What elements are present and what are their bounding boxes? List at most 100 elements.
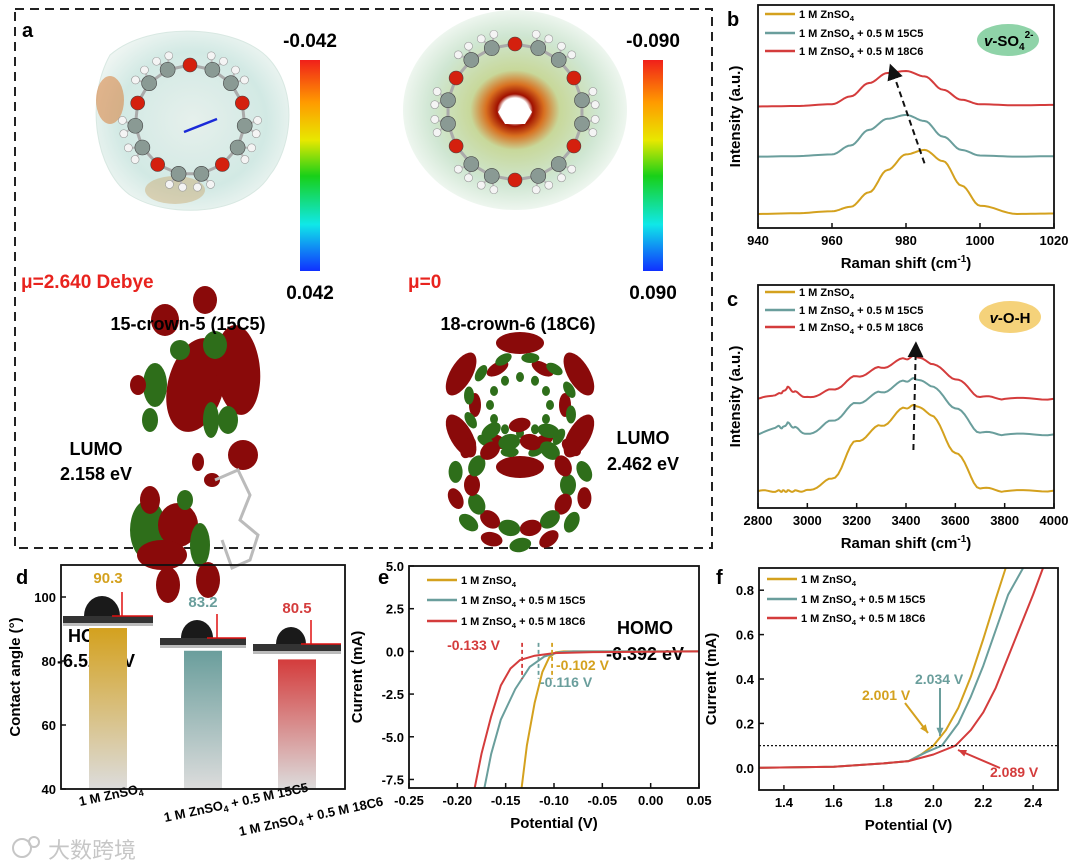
lumo-orbital-15c5 bbox=[130, 286, 261, 471]
hydrogen-atom bbox=[557, 41, 566, 51]
x-axis-label-text: ) bbox=[966, 535, 971, 552]
legend-text: 1 M ZnSO bbox=[461, 595, 512, 607]
legend-text: + 0.5 M 15C5 bbox=[854, 28, 923, 40]
orbital-lobe-negative bbox=[448, 460, 463, 483]
watermark-text: 大数跨境 bbox=[48, 838, 136, 863]
arrowhead-icon bbox=[958, 750, 967, 757]
esp-negative-region bbox=[145, 176, 205, 204]
bar-value-label: 90.3 bbox=[93, 570, 122, 587]
droplet bbox=[181, 620, 213, 638]
panel-e-chart: e -7.5 -5.0 -2.5 0.0 2.5 5.0 -0.25 -0.20 -0.15 -0.… bbox=[349, 559, 712, 832]
hydrogen-atom bbox=[206, 180, 215, 189]
x-tick-label: 1.4 bbox=[775, 795, 794, 810]
droplet bbox=[276, 627, 306, 644]
hydrogen-atom bbox=[453, 164, 463, 174]
legend-text: 1 M ZnSO bbox=[801, 574, 852, 586]
hydrogen-atom bbox=[124, 143, 133, 153]
legend-label: 1 M ZnSO4 bbox=[801, 574, 857, 588]
hydrogen-atom bbox=[164, 51, 174, 61]
legend-text: + 0.5 M 18C6 bbox=[856, 613, 925, 625]
bar bbox=[278, 659, 316, 789]
orbital-lobe-positive bbox=[496, 456, 544, 478]
orbital-lobe-positive bbox=[445, 352, 477, 396]
carbon-atom bbox=[229, 139, 246, 156]
legend-text: 1 M ZnSO bbox=[461, 575, 512, 587]
panel-a-right-labels: μ=0 -0.090 0.090 18-crown-6 (18C6) LUMO … bbox=[408, 31, 684, 664]
orbital-lobe-negative bbox=[458, 513, 479, 532]
bar bbox=[184, 650, 222, 789]
y-tick-label: 40 bbox=[42, 782, 56, 797]
orbital-lobe-positive bbox=[480, 441, 501, 460]
oxygen-atom bbox=[150, 157, 165, 172]
orbital-lobe-positive bbox=[158, 503, 198, 547]
x-tick-label: 3400 bbox=[892, 513, 921, 528]
lumo-energy-18c6: 2.462 eV bbox=[607, 454, 679, 474]
orbital-lobe-negative bbox=[464, 412, 477, 429]
legend-text: + 0.5 M 15C5 bbox=[854, 305, 923, 317]
hydrogen-atom bbox=[219, 56, 228, 66]
hydrogen-atom bbox=[231, 65, 240, 75]
x-tick-label: -0.10 bbox=[539, 793, 569, 808]
orbital-lobe-negative bbox=[468, 493, 486, 515]
legend-text: 1 M ZnSO bbox=[799, 9, 850, 21]
legend-text: 1 M ZnSO bbox=[799, 28, 850, 40]
legend-text: 1 M ZnSO bbox=[238, 812, 300, 839]
legend-label: 1 M ZnSO4 + 0.5 M 18C6 bbox=[461, 616, 585, 630]
legend-text: + 0.5 M 15C5 bbox=[226, 780, 309, 812]
orbital-lobe-positive bbox=[460, 437, 477, 459]
series-line-2 bbox=[758, 113, 1054, 158]
orbital-lobe-negative bbox=[481, 422, 501, 440]
legend-text: + 0.5 M 15C5 bbox=[856, 594, 925, 606]
hydrogen-atom bbox=[247, 143, 256, 153]
watermark-logo-icon-dot bbox=[28, 836, 40, 848]
carbon-atom bbox=[550, 52, 567, 68]
hydrogen-atom bbox=[590, 100, 600, 109]
legend-text: 1 M ZnSO bbox=[461, 616, 512, 628]
hydrogen-atom bbox=[251, 129, 261, 139]
lumo-label-15c5: LUMO bbox=[70, 439, 123, 459]
y-tick-label: 80 bbox=[42, 654, 56, 669]
legend-label: 1 M ZnSO4 bbox=[799, 9, 855, 23]
x-tick-label: 4000 bbox=[1040, 513, 1069, 528]
legend-text: + 0.5 M 18C6 bbox=[854, 322, 923, 334]
legend-subscript: 4 bbox=[850, 292, 855, 301]
orbital-lobe-positive bbox=[192, 453, 204, 471]
y-tick-label: 2.5 bbox=[386, 602, 404, 617]
orbital-lobe-negative bbox=[531, 424, 539, 435]
series-line-3 bbox=[757, 70, 1054, 108]
orbital-lobe-negative bbox=[521, 352, 540, 363]
molecule-name-15c5: 15-crown-5 (15C5) bbox=[110, 314, 265, 334]
panel-c-chart: c 2800 3000 3200 3400 3600 3800 4000 Raman shift… bbox=[727, 284, 1069, 552]
hydrogen-atom bbox=[432, 87, 442, 96]
hydrogen-atom bbox=[152, 56, 161, 66]
substrate bbox=[160, 638, 246, 646]
x-tick-label: 3800 bbox=[990, 513, 1019, 528]
x-tick-label: 2.4 bbox=[1024, 795, 1043, 810]
orbital-lobe-negative bbox=[190, 523, 210, 567]
x-tick-label: -0.20 bbox=[443, 793, 473, 808]
carbon-atom bbox=[193, 165, 210, 182]
oxygen-atom bbox=[182, 57, 198, 73]
orbital-lobe-positive bbox=[561, 438, 582, 457]
badge-label: v-O-H bbox=[990, 310, 1031, 327]
axes-frame bbox=[758, 567, 1059, 791]
y-tick-label: 0.2 bbox=[736, 716, 754, 731]
orbital-lobe-positive bbox=[539, 530, 559, 548]
panel-a-dashed-frame bbox=[14, 8, 713, 549]
x-axis-label-text: Potential (V) bbox=[510, 815, 598, 832]
x-tick-label: -0.15 bbox=[491, 793, 521, 808]
substrate bbox=[63, 616, 153, 624]
onset-potential-label: 2.089 V bbox=[990, 764, 1039, 780]
y-tick-label: 5.0 bbox=[386, 559, 404, 574]
x-tick-label: -0.25 bbox=[394, 793, 424, 808]
orbital-lobe-negative bbox=[474, 365, 488, 382]
legend-text: 1 M ZnSO bbox=[799, 46, 850, 58]
orbital-lobe-negative bbox=[501, 424, 509, 435]
carbon-atom bbox=[134, 139, 151, 156]
badge-background bbox=[977, 24, 1039, 56]
badge-oh-stretch: v-O-H bbox=[979, 301, 1041, 333]
colorbar-max-18c6: -0.090 bbox=[626, 31, 680, 52]
plot-area: -0.102 V-0.116 V -0.133 V bbox=[447, 637, 700, 789]
legend-subscript: 4 bbox=[223, 803, 231, 814]
